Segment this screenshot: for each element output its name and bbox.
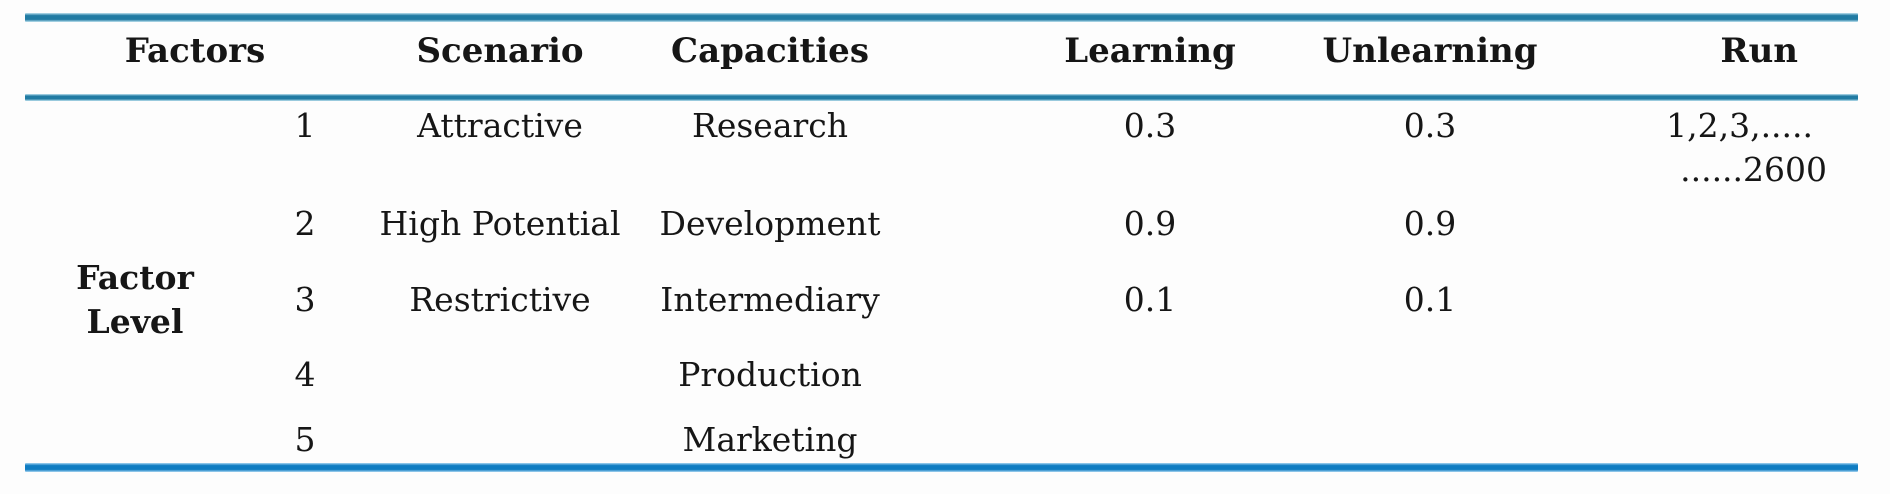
table-bottom-rule	[25, 463, 1858, 472]
table-row: 2 High Potential Development 0.9 0.9	[25, 192, 1858, 256]
scenario-cell	[365, 344, 635, 406]
learning-cell	[905, 344, 1305, 406]
column-header-unlearning: Unlearning	[1322, 31, 1538, 71]
table-row: 1 Attractive Research 0.3 0.3 1,2,3,....…	[25, 94, 1858, 192]
level-cell: 2	[294, 204, 316, 243]
group-label-cell	[25, 344, 245, 406]
column-header-run: Run	[1720, 31, 1799, 71]
column-header-factors: Factors	[124, 31, 266, 71]
unlearning-cell	[1305, 406, 1555, 474]
run-cell	[1555, 344, 1858, 406]
column-header-learning: Learning	[1064, 31, 1236, 71]
unlearning-cell: 0.9	[1403, 204, 1457, 243]
capacity-cell: Research	[692, 106, 849, 145]
level-cell: 5	[294, 420, 316, 459]
table-row: 5 Marketing	[25, 406, 1858, 474]
scenario-cell: Attractive	[417, 106, 583, 145]
level-cell: 3	[294, 280, 316, 319]
run-cell	[1555, 192, 1858, 256]
learning-cell: 0.9	[1123, 204, 1177, 243]
capacity-cell: Development	[659, 204, 881, 243]
table-row: 4 Production	[25, 344, 1858, 406]
learning-cell	[905, 406, 1305, 474]
run-cell: 1,2,3,..... ......2600	[1555, 94, 1858, 192]
run-range-end: ......2600	[1680, 150, 1828, 189]
unlearning-cell: 0.1	[1403, 280, 1457, 319]
scenario-cell: High Potential	[379, 204, 621, 243]
group-label-cell	[25, 94, 245, 192]
table-top-rule	[25, 13, 1858, 22]
factor-level-table: Factors Scenario Capacities Learning Unl…	[25, 22, 1858, 474]
learning-cell: 0.3	[1123, 106, 1177, 145]
column-header-scenario: Scenario	[416, 31, 584, 71]
level-cell: 4	[294, 355, 316, 394]
column-header-capacities: Capacities	[671, 31, 869, 71]
factor-level-label: Factor Level	[76, 258, 194, 341]
header-row: Factors Scenario Capacities Learning Unl…	[25, 22, 1858, 94]
group-label-cell	[25, 192, 245, 256]
run-range-start: 1,2,3,.....	[1666, 106, 1814, 145]
unlearning-cell: 0.3	[1403, 106, 1457, 145]
table-header-rule	[25, 94, 1858, 101]
table-row: Factor Level 3 Restrictive Intermediary …	[25, 256, 1858, 344]
capacity-cell: Production	[678, 355, 862, 394]
capacity-cell: Intermediary	[660, 280, 880, 319]
run-cell	[1555, 256, 1858, 344]
unlearning-cell	[1305, 344, 1555, 406]
capacity-cell: Marketing	[682, 420, 858, 459]
scenario-cell	[365, 406, 635, 474]
group-label-cell	[25, 406, 245, 474]
level-cell: 1	[294, 106, 316, 145]
run-cell	[1555, 406, 1858, 474]
learning-cell: 0.1	[1123, 280, 1177, 319]
scenario-cell: Restrictive	[409, 280, 591, 319]
